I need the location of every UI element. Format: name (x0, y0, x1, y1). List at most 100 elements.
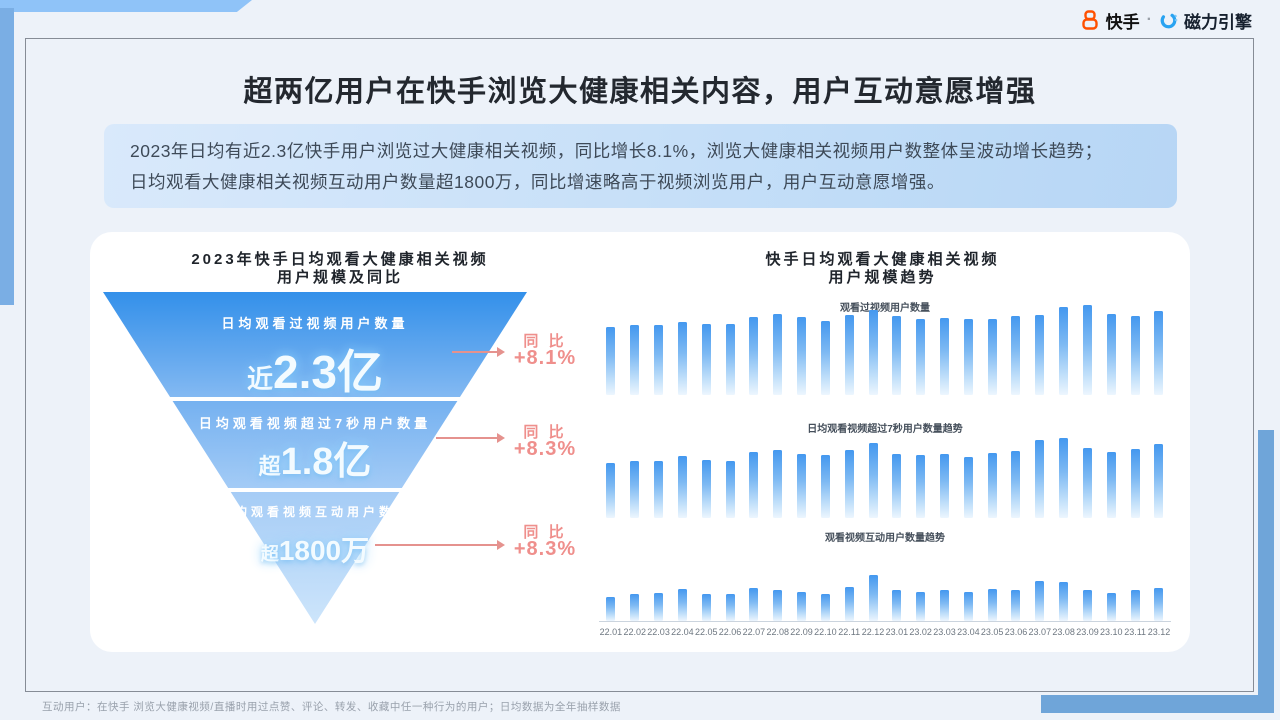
bar-slot (647, 303, 671, 395)
bar (677, 456, 687, 518)
bar (677, 589, 687, 621)
bar-slot (1004, 303, 1028, 395)
bar (677, 322, 687, 395)
bar (725, 461, 735, 518)
x-axis-labels: 22.01 22.02 22.03 22.04 22.05 22.06 22.07 22.08… (599, 627, 1171, 637)
logo-separator: · (1146, 11, 1152, 28)
bar-slot (1004, 573, 1028, 621)
bar (1154, 311, 1164, 395)
brand-logos: 快手 · 磁力引擎 (1080, 9, 1252, 32)
bar-slot (837, 434, 861, 518)
bar-slot (718, 573, 742, 621)
bar-slot (670, 434, 694, 518)
bar-slot (909, 434, 933, 518)
bar (987, 589, 997, 621)
funnel-level-1-value: 近2.3亿 (103, 336, 527, 402)
bar-slot (718, 434, 742, 518)
bar (916, 319, 926, 395)
x-tick-label: 22.09 (790, 627, 813, 637)
bar-slot (623, 573, 647, 621)
bar-slot (837, 573, 861, 621)
kuaishou-icon (1080, 10, 1100, 30)
bar-slot (813, 573, 837, 621)
bar-slot (647, 434, 671, 518)
bar-slot (1147, 434, 1171, 518)
funnel-level-1-label: 日均观看过视频用户数量 (221, 316, 409, 331)
bar (1130, 316, 1140, 395)
bar-slot (980, 303, 1004, 395)
x-tick-label: 23.10 (1100, 627, 1123, 637)
bar-slot (790, 303, 814, 395)
bar (1082, 590, 1092, 621)
bar (868, 443, 878, 518)
bar (1106, 314, 1116, 395)
bar-slot (837, 303, 861, 395)
trend-title-line-2: 用户规模趋势 (828, 269, 937, 286)
bar (1106, 452, 1116, 518)
bar-slot (766, 434, 790, 518)
x-tick-label: 23.02 (909, 627, 932, 637)
bar (1130, 590, 1140, 621)
bar (797, 317, 807, 395)
funnel-title-line-2: 用户规模及同比 (276, 269, 403, 286)
bar (844, 450, 854, 518)
bar (749, 317, 759, 395)
yoy-value-1: +8.1% (513, 347, 577, 369)
bar (1011, 451, 1021, 518)
bar-slot (599, 303, 623, 395)
x-tick-label: 22.04 (671, 627, 694, 637)
bar-slot (1076, 303, 1100, 395)
bar-slot (790, 573, 814, 621)
bar (1035, 440, 1045, 518)
bar (844, 315, 854, 395)
bar-slot (694, 303, 718, 395)
bar-slot (933, 573, 957, 621)
chart-2-label: 日均观看视频超过7秒用户数量趋势 (807, 424, 963, 435)
x-tick-label: 23.01 (885, 627, 909, 637)
bar-slot (718, 303, 742, 395)
slide-border-frame (25, 38, 1254, 692)
yoy-label-1: 同 比 (523, 333, 567, 350)
bar-slot (647, 573, 671, 621)
bar-slot (599, 434, 623, 518)
bar (797, 592, 807, 621)
bar-slot (766, 573, 790, 621)
summary-line-1: 2023年日均有近2.3亿快手用户浏览过大健康相关视频，同比增长8.1%，浏览大… (130, 141, 1103, 161)
x-tick-label: 22.11 (838, 627, 861, 637)
bar-slot (1147, 303, 1171, 395)
funnel-chart-title: 2023年快手日均观看大健康相关视频 用户规模及同比 (130, 251, 550, 287)
yoy-label-2: 同 比 (523, 424, 567, 441)
yoy-arrow-2 (436, 433, 505, 443)
x-tick-label: 22.03 (647, 627, 670, 637)
decor-top-left-bar (0, 0, 252, 12)
footnote: 互动用户：在快手 浏览大健康视频/直播时用过点赞、评论、转发、收藏中任一种行为的… (42, 701, 621, 713)
bar (773, 450, 783, 518)
bar-slot (1028, 434, 1052, 518)
bar-slot (909, 303, 933, 395)
bar (820, 321, 830, 395)
bar (773, 590, 783, 621)
bar (868, 310, 878, 395)
funnel-level-1-number: 2.3亿 (273, 346, 383, 398)
bar-slot (670, 303, 694, 395)
bar (701, 594, 711, 621)
funnel-level-3-prefix: 超 (260, 544, 279, 564)
bar (701, 460, 711, 518)
bar (725, 594, 735, 621)
bar-slot (980, 434, 1004, 518)
x-tick-label: 22.02 (623, 627, 646, 637)
bar (1059, 582, 1069, 621)
bar (630, 461, 640, 518)
bar-slot (813, 434, 837, 518)
funnel-level-3-number: 1800万 (278, 535, 370, 566)
kuaishou-wordmark: 快手 (1105, 12, 1140, 32)
bar-slot (670, 573, 694, 621)
decor-left-bar (0, 8, 14, 305)
bar-slot (1099, 573, 1123, 621)
chart-3-bars (599, 573, 1171, 621)
bar (725, 324, 735, 395)
bar-slot (742, 434, 766, 518)
bar-slot (861, 434, 885, 518)
chart-1-bars (599, 303, 1171, 395)
yoy-arrow-1 (452, 347, 505, 357)
